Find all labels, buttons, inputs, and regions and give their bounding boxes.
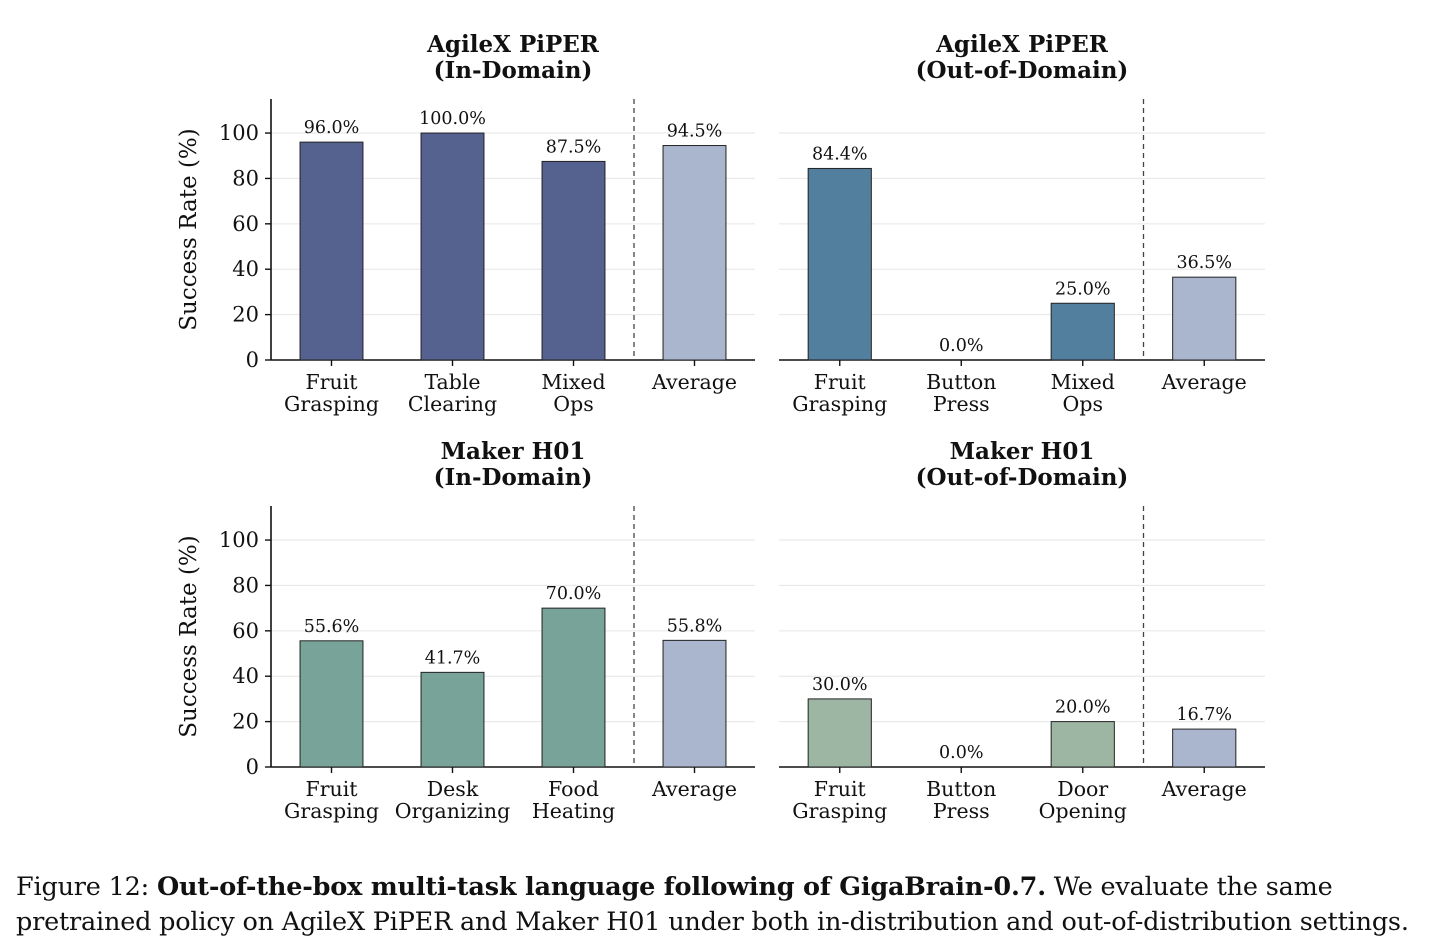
- x-tick-label: Average: [1161, 777, 1247, 801]
- y-tick-label: 100: [219, 121, 259, 145]
- data-label: 20.0%: [1055, 698, 1111, 718]
- data-label: 30.0%: [812, 675, 868, 695]
- x-tick-label: Mixed Ops: [541, 370, 605, 416]
- x-tick-label: Button Press: [926, 370, 996, 416]
- x-tick-label: Fruit Grasping: [792, 777, 887, 823]
- data-label: 36.5%: [1176, 253, 1232, 273]
- chart-title: AgileX PiPER (Out-of-Domain): [916, 31, 1129, 84]
- data-label: 41.7%: [425, 648, 481, 668]
- x-tick-label: Fruit Grasping: [284, 370, 379, 416]
- bar: [1172, 276, 1237, 361]
- bar: [662, 639, 727, 768]
- y-tick-label: 0: [246, 348, 259, 372]
- bar: [541, 160, 606, 361]
- x-tick-label: Door Opening: [1039, 777, 1127, 823]
- y-tick-label: 80: [232, 573, 259, 597]
- chart-title: Maker H01 (In-Domain): [434, 438, 593, 491]
- chart-panel-4: 30.0% Fruit Grasping 0.0% Button Press 20.0% Do…: [779, 438, 1265, 823]
- bar: [1172, 728, 1237, 768]
- data-label: 55.6%: [304, 617, 360, 637]
- caption-title: Out-of-the-box multi-task language follo…: [156, 872, 1046, 902]
- x-tick-label: Average: [651, 777, 737, 801]
- x-tick-label: Mixed Ops: [1051, 370, 1115, 416]
- data-label: 55.8%: [667, 616, 723, 636]
- chart-panel-3: 0 20 40 60 80 100 Success Rate (%) 55.6% Fruit Gr…: [176, 438, 755, 823]
- figure-caption: Figure 12: Out-of-the-box multi-task lan…: [16, 870, 1431, 940]
- figure-panels: 0 20 40 60 80 100 Success Rate (%) 96.0% Fruit Gr…: [176, 31, 1265, 823]
- data-label: 25.0%: [1055, 279, 1111, 299]
- y-tick-label: 80: [232, 166, 259, 190]
- chart-panel-1: 0 20 40 60 80 100 Success Rate (%) 96.0% Fruit Gr…: [176, 31, 755, 416]
- data-label: 100.0%: [419, 109, 486, 129]
- data-label: 96.0%: [304, 118, 360, 138]
- x-tick-label: Fruit Grasping: [792, 370, 887, 416]
- x-tick-label: Desk Organizing: [395, 777, 510, 823]
- bar: [807, 167, 872, 361]
- x-tick-label: Fruit Grasping: [284, 777, 379, 823]
- x-tick-label: Average: [651, 370, 737, 394]
- y-tick-label: 100: [219, 528, 259, 552]
- chart-panel-2: 84.4% Fruit Grasping 0.0% Button Press 25.0% Mi…: [779, 31, 1265, 416]
- bar: [662, 145, 727, 361]
- data-label: 70.0%: [546, 584, 602, 604]
- chart-title: Maker H01 (Out-of-Domain): [916, 438, 1129, 491]
- y-tick-label: 20: [232, 303, 259, 327]
- y-axis-label: Success Rate (%): [176, 128, 202, 330]
- y-tick-label: 20: [232, 710, 259, 734]
- y-tick-label: 60: [232, 619, 259, 643]
- caption-text: We evaluate the same pretrained policy o…: [16, 872, 1409, 937]
- data-label: 94.5%: [667, 122, 723, 142]
- x-tick-label: Button Press: [926, 777, 996, 823]
- y-tick-label: 40: [232, 664, 259, 688]
- bar: [807, 698, 872, 768]
- bar: [420, 132, 485, 361]
- bar: [299, 141, 364, 361]
- y-tick-label: 60: [232, 212, 259, 236]
- bar: [1050, 721, 1115, 768]
- caption-label: Figure 12:: [16, 872, 150, 902]
- x-tick-label: Average: [1161, 370, 1247, 394]
- y-tick-label: 0: [246, 755, 259, 779]
- y-tick-label: 40: [232, 257, 259, 281]
- bar: [541, 607, 606, 768]
- chart-title: AgileX PiPER (In-Domain): [426, 31, 600, 84]
- bar: [420, 671, 485, 768]
- bar: [1050, 302, 1115, 361]
- data-label: 84.4%: [812, 144, 868, 164]
- bar: [299, 640, 364, 768]
- x-tick-label: Food Heating: [532, 777, 615, 823]
- data-label: 16.7%: [1176, 705, 1232, 725]
- data-label: 0.0%: [939, 336, 983, 356]
- x-tick-label: Table Clearing: [408, 370, 497, 416]
- data-label: 0.0%: [939, 743, 983, 763]
- y-axis-label: Success Rate (%): [176, 535, 202, 737]
- data-label: 87.5%: [546, 137, 602, 157]
